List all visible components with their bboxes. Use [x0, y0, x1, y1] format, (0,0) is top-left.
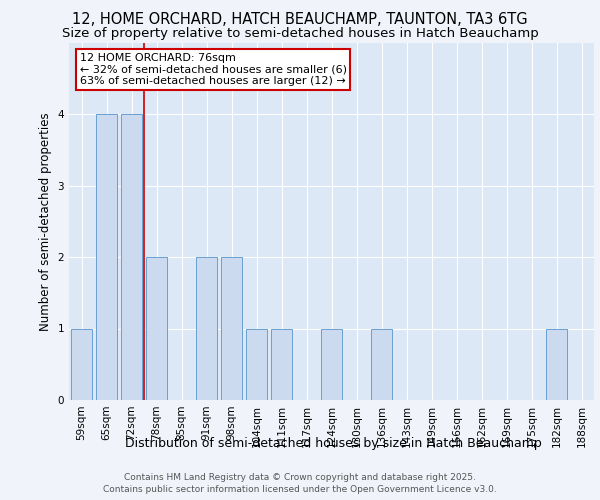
Bar [371, 328, 392, 400]
Y-axis label: Number of semi-detached properties: Number of semi-detached properties [39, 112, 52, 330]
Text: Contains public sector information licensed under the Open Government Licence v3: Contains public sector information licen… [103, 485, 497, 494]
Bar [146, 257, 167, 400]
Bar [121, 114, 142, 400]
Bar [196, 257, 217, 400]
Bar [321, 328, 342, 400]
Text: Size of property relative to semi-detached houses in Hatch Beauchamp: Size of property relative to semi-detach… [62, 28, 538, 40]
Text: Contains HM Land Registry data © Crown copyright and database right 2025.: Contains HM Land Registry data © Crown c… [124, 472, 476, 482]
Text: 12 HOME ORCHARD: 76sqm
← 32% of semi-detached houses are smaller (6)
63% of semi: 12 HOME ORCHARD: 76sqm ← 32% of semi-det… [79, 53, 347, 86]
Bar [71, 328, 92, 400]
Bar [221, 257, 242, 400]
Bar [246, 328, 267, 400]
Text: 12, HOME ORCHARD, HATCH BEAUCHAMP, TAUNTON, TA3 6TG: 12, HOME ORCHARD, HATCH BEAUCHAMP, TAUNT… [72, 12, 528, 28]
Bar [271, 328, 292, 400]
Bar [546, 328, 567, 400]
Bar [96, 114, 117, 400]
Text: Distribution of semi-detached houses by size in Hatch Beauchamp: Distribution of semi-detached houses by … [125, 438, 541, 450]
